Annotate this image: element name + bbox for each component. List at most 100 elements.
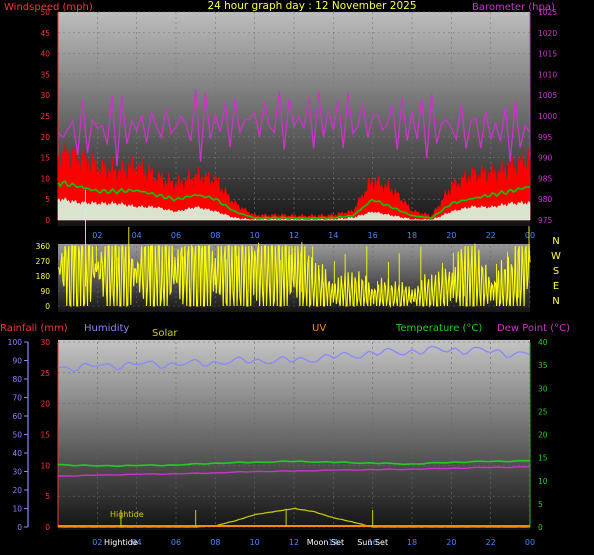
humidity-tick-label: 60 [12,412,22,421]
wind-tick-label: 35 [40,70,50,79]
rainfall-tick-label: 30 [40,338,50,347]
humidity-tick-label: 90 [12,357,22,366]
rainfall-tick-label: 5 [45,492,50,501]
temperature-tick-label: 0 [538,523,543,532]
top-x-tick-label: 14 [328,231,338,240]
top-x-tick-label: 02 [92,231,102,240]
top-x-tick-label: 00 [525,231,535,240]
direction-tick-label: 270 [36,257,51,266]
barometer-label: Barometer (hpa) [472,2,555,13]
rainfall-tick-label: 10 [40,461,50,470]
top-x-tick-label: 18 [407,231,417,240]
wind-tick-label: 30 [40,91,50,100]
temperature-tick-label: 40 [538,338,548,347]
wind-low-series [57,197,531,221]
temperature-label: Temperature (°C) [395,323,482,334]
wind-tick-label: 10 [40,174,50,183]
barometer-tick-label: 1025 [538,8,557,17]
barometer-tick-label: 1015 [538,50,557,59]
moonset-label: Moon Set [307,538,344,547]
temperature-tick-label: 15 [538,454,548,463]
compass-letter: E [553,281,559,292]
barometer-tick-label: 1020 [538,29,557,38]
humidity-tick-label: 50 [12,431,22,440]
temperature-tick-label: 20 [538,431,548,440]
temperature-tick-label: 10 [538,477,548,486]
wind-tick-label: 0 [45,216,50,225]
direction-series [57,244,531,309]
humidity-tick-label: 10 [12,505,22,514]
sunset-label: Sun Set [357,538,388,547]
bottom-x-tick-label: 00 [525,538,535,547]
top-x-tick-label: 08 [210,231,220,240]
wind-average-series [57,180,531,220]
bottom-x-tick-label: 16 [368,538,378,547]
temperature-tick-label: 5 [538,500,543,509]
wind-tick-label: 20 [40,133,50,142]
bottom-x-tick-label: 04 [132,538,142,547]
bottom-x-tick-label: 10 [250,538,260,547]
bottom-x-tick-label: 22 [486,538,496,547]
barometer-tick-label: 985 [538,174,553,183]
hightide-bottom-label: Hightide [104,538,138,547]
rainfall-tick-label: 15 [40,431,50,440]
rainfall-tick-label: 20 [40,400,50,409]
wind-tick-label: 5 [45,195,50,204]
top-x-tick-label: 16 [368,231,378,240]
humidity-tick-label: 70 [12,394,22,403]
hightide-label: Hightide [110,510,144,519]
barometer-tick-label: 1005 [538,91,557,100]
chart-title: 24 hour graph day : 12 November 2025 [207,0,416,12]
top-x-tick-label: 10 [250,231,260,240]
wind-tick-label: 50 [40,8,50,17]
bottom-x-tick-label: 20 [446,538,456,547]
barometer-tick-label: 995 [538,133,553,142]
barometer-tick-label: 1010 [538,70,557,79]
barometer-tick-label: 975 [538,216,553,225]
wind-gust-series [57,142,531,221]
top-x-tick-label: 22 [486,231,496,240]
wind-tick-label: 40 [40,50,50,59]
rainfall-tick-label: 25 [40,369,50,378]
solar-label: Solar [152,328,178,339]
temperature-tick-label: 30 [538,384,548,393]
compass-letter: N [552,296,559,307]
windspeed-label: Windspeed (mph) [4,2,93,13]
bottom-x-tick-label: 06 [171,538,181,547]
direction-tick-label: 0 [45,302,50,311]
compass-letter: N [552,236,559,247]
bottom-x-tick-label: 18 [407,538,417,547]
wind-tick-label: 45 [40,29,50,38]
dewpoint-label: Dew Point (°C) [497,323,570,334]
compass-letter: S [553,266,559,277]
bottom-x-tick-label: 02 [92,538,102,547]
wind-tick-label: 25 [40,112,50,121]
top-x-tick-label: 12 [289,231,299,240]
top-x-tick-label: 06 [171,231,181,240]
humidity-series [57,345,531,373]
barometer-tick-label: 990 [538,154,553,163]
direction-tick-label: 180 [36,272,51,281]
humidity-label: Humidity [84,323,129,334]
barometer-tick-label: 1000 [538,112,557,121]
direction-tick-label: 90 [40,287,50,296]
humidity-tick-label: 40 [12,449,22,458]
bottom-x-tick-label: 08 [210,538,220,547]
temperature-tick-label: 35 [538,361,548,370]
wind-tick-label: 15 [40,154,50,163]
humidity-tick-label: 20 [12,486,22,495]
rainfall-label: Rainfall (mm) [0,323,68,334]
humidity-tick-label: 100 [8,338,23,347]
direction-tick-label: 360 [36,242,51,251]
bottom-x-tick-label: 14 [328,538,338,547]
dewpoint-series [57,466,531,477]
rainfall-tick-label: 0 [45,523,50,532]
temperature-tick-label: 25 [538,407,548,416]
humidity-tick-label: 80 [12,375,22,384]
top-x-tick-label: 04 [132,231,142,240]
bottom-x-tick-label: 12 [289,538,299,547]
barometer-tick-label: 980 [538,195,553,204]
barometer-series [57,89,531,166]
